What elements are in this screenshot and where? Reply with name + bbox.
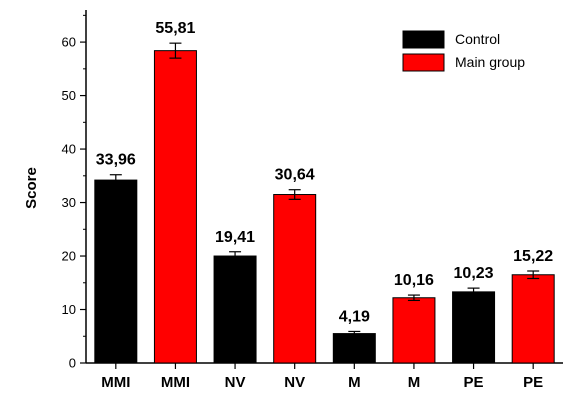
y-tick-label: 0 [69, 356, 76, 371]
bar [452, 291, 496, 364]
bar [332, 333, 376, 364]
y-tick-label: 10 [62, 302, 76, 317]
data-label: 30,64 [275, 167, 315, 184]
x-tick-label: PE [464, 374, 484, 391]
legend-swatch [402, 53, 445, 72]
y-tick-label: 60 [62, 35, 76, 50]
y-tick-label: 20 [62, 249, 76, 264]
bar [511, 274, 555, 364]
data-label: 33,96 [96, 152, 136, 169]
data-label: 55,81 [155, 20, 195, 37]
bar [273, 194, 317, 364]
y-tick-label: 40 [62, 142, 76, 157]
x-tick-label: M [348, 374, 361, 391]
bar [213, 255, 257, 364]
data-label: 10,23 [454, 265, 494, 282]
data-label: 19,41 [215, 229, 255, 246]
x-tick-label: M [408, 374, 421, 391]
legend-swatch [402, 30, 445, 49]
plot-area: 0 10 20 30 40 50 60 33,96 MMI 55,81 MMI 19,41 NV 30,6… [62, 10, 563, 391]
x-tick-label: MMI [101, 374, 130, 391]
x-tick-label: NV [284, 374, 305, 391]
legend: Control Main group [402, 30, 525, 72]
x-tick-label: PE [523, 374, 543, 391]
y-tick-label: 30 [62, 195, 76, 210]
legend-label: Control [455, 31, 500, 47]
x-tick-label: NV [225, 374, 246, 391]
data-label: 10,16 [394, 272, 434, 289]
bar [153, 50, 197, 364]
y-tick-label: 50 [62, 88, 76, 103]
bar [392, 297, 436, 364]
bar [94, 179, 138, 364]
y-axis-title: Score [23, 167, 40, 209]
legend-label: Main group [455, 54, 525, 70]
x-tick-label: MMI [161, 374, 190, 391]
data-label: 4,19 [339, 308, 370, 325]
data-label: 15,22 [513, 248, 553, 265]
